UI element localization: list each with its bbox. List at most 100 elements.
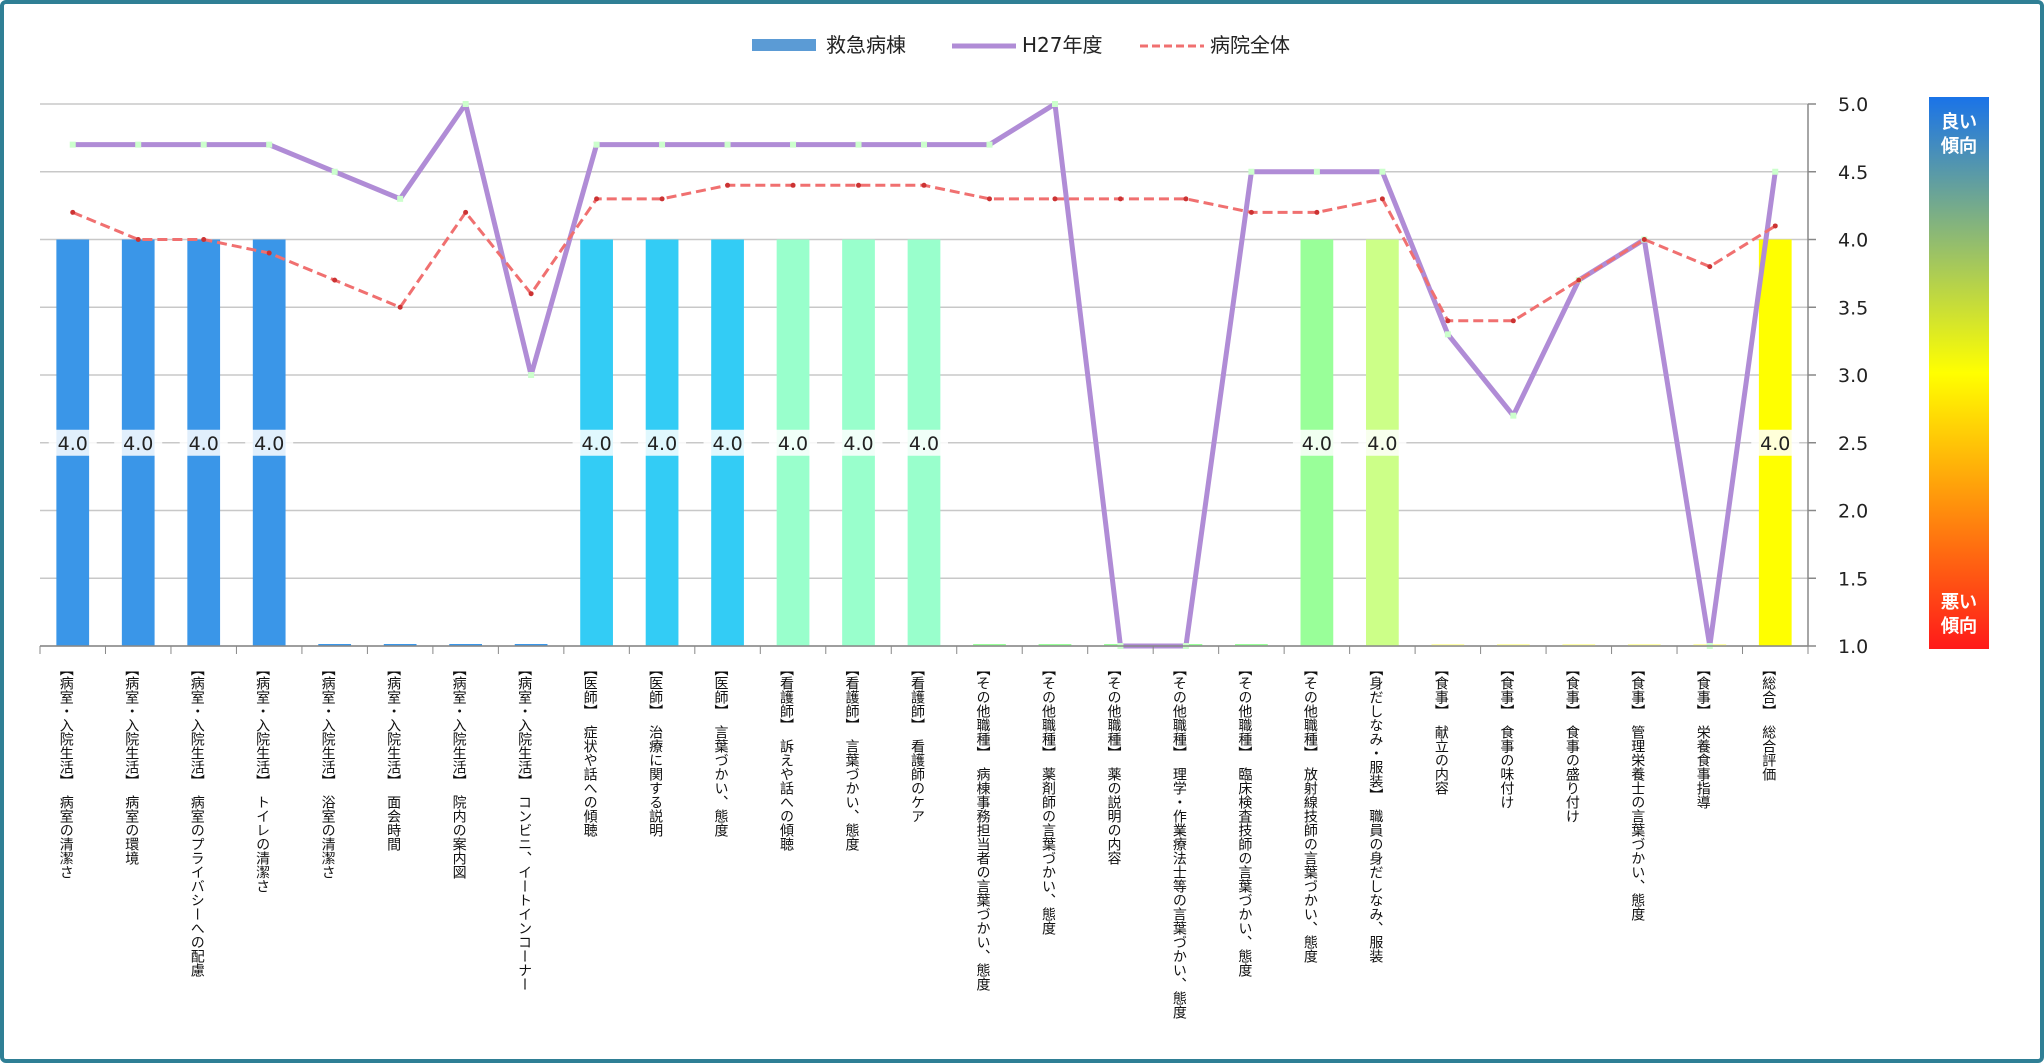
- legend-label-h27: H27年度: [1022, 33, 1103, 57]
- marker-hospital: [1641, 237, 1647, 242]
- marker-h27: [1379, 168, 1386, 175]
- marker-h27: [200, 141, 207, 148]
- y-tick-label: 5.0: [1838, 94, 1868, 116]
- marker-h27: [1444, 331, 1451, 338]
- bar-empty: [383, 644, 417, 646]
- marker-hospital: [921, 182, 927, 188]
- marker-h27: [1772, 168, 1779, 175]
- bar-empty: [1496, 644, 1530, 646]
- bar-label-bg: [1292, 429, 1341, 456]
- x-tick-label: 【その他職種】 臨床検査技師の言葉づかい、態度: [1236, 662, 1252, 977]
- bar-label: 4.0: [581, 433, 611, 455]
- marker-h27: [1051, 101, 1058, 107]
- marker-hospital: [1314, 209, 1320, 215]
- bar-label: 4.0: [843, 433, 873, 455]
- bar-empty: [1562, 644, 1596, 646]
- bar-label: 4.0: [1302, 433, 1332, 455]
- x-tick-label: 【看護師】 言葉づかい、態度: [844, 662, 860, 851]
- marker-h27: [593, 141, 600, 148]
- marker-hospital: [397, 304, 403, 310]
- y-tick-label: 2.0: [1838, 501, 1868, 523]
- marker-hospital: [1183, 196, 1189, 202]
- marker-hospital: [1445, 318, 1451, 324]
- y-tick-label: 1.0: [1838, 636, 1868, 658]
- series-lines: [69, 101, 1779, 649]
- marker-h27: [986, 141, 993, 148]
- scale-good-label-2: 傾向: [1940, 135, 1977, 157]
- marker-hospital: [1576, 277, 1582, 283]
- x-tick-label: 【総合】 総合評価: [1760, 662, 1776, 781]
- bar-label: 4.0: [778, 433, 808, 455]
- x-tick-label: 【その他職種】 薬剤師の言葉づかい、態度: [1040, 662, 1056, 935]
- marker-hospital: [266, 250, 272, 256]
- scale-bad-label-2: 傾向: [1940, 615, 1977, 637]
- x-tick-label: 【病室・入院生活】 面会時間: [385, 662, 401, 852]
- marker-h27: [659, 141, 666, 148]
- marker-hospital: [332, 277, 338, 283]
- marker-h27: [1248, 168, 1255, 175]
- marker-h27: [528, 372, 535, 378]
- x-tick-label: 【食事】 栄養食事指導: [1695, 662, 1711, 809]
- bar-label: 4.0: [58, 433, 88, 455]
- bar-label-bg: [572, 429, 621, 456]
- chart: 救急病棟 H27年度 病院全体 1.0 1.5 2.0 2.5 3.0 3.5 4.0 4.5…: [39, 33, 1989, 1019]
- x-tick-label: 【食事】 管理栄養士の言葉づかい、態度: [1629, 662, 1645, 921]
- marker-h27: [69, 141, 76, 148]
- x-tick-label: 【看護師】 訴えや話への傾聴: [778, 662, 794, 851]
- y-tick-label: 4.5: [1838, 162, 1868, 184]
- marker-hospital: [986, 196, 992, 202]
- marker-hospital: [1707, 264, 1713, 270]
- x-axis: 【病室・入院生活】 病室の清潔さ 【病室・入院生活】 病室の環境 【病室・入院生活】…: [39, 645, 1809, 1019]
- bar-label-bg: [703, 429, 752, 456]
- bar-labels: 4.0 4.0 4.0 4.0 4.0 4.0 4.0 4.0 4.0 4.0 4.0 4.0 4.0: [48, 429, 1800, 456]
- bar-label-bg: [769, 429, 818, 456]
- bar-label-bg: [1751, 429, 1800, 456]
- marker-hospital: [659, 196, 665, 202]
- x-tick-label: 【その他職種】 病棟事務担当者の言葉づかい、態度: [974, 662, 990, 991]
- x-tick-label: 【身だしなみ・服装】 職員の身だしなみ、服装: [1367, 662, 1383, 963]
- x-tick-label: 【病室・入院生活】 院内の案内図: [451, 662, 467, 879]
- y-tick-label: 2.5: [1838, 433, 1868, 455]
- bar-empty: [973, 644, 1006, 646]
- marker-hospital: [790, 182, 796, 188]
- marker-hospital: [725, 182, 731, 188]
- bar-empty: [514, 644, 548, 646]
- bar-label-bg: [114, 429, 163, 456]
- bar-label-bg: [179, 429, 228, 456]
- x-tick-label: 【病室・入院生活】 トイレの清潔さ: [254, 662, 270, 893]
- marker-h27: [790, 141, 797, 148]
- bar-label-bg: [900, 429, 948, 456]
- marker-hospital: [1510, 318, 1516, 324]
- legend-swatch-bar: [752, 39, 816, 51]
- x-tick-label: 【食事】 食事の盛り付け: [1564, 662, 1580, 823]
- marker-hospital: [594, 196, 600, 202]
- bar-label: 4.0: [909, 433, 939, 455]
- x-tick-label: 【医師】 症状や話への傾聴: [582, 662, 598, 837]
- marker-h27: [855, 141, 862, 148]
- y-axis: 1.0 1.5 2.0 2.5 3.0 3.5 4.0 4.5 5.0: [1807, 94, 1868, 658]
- x-tick-label: 【病室・入院生活】 病室の環境: [123, 662, 139, 866]
- marker-hospital: [70, 209, 76, 215]
- y-tick-label: 3.0: [1838, 365, 1868, 387]
- bar-label: 4.0: [647, 433, 677, 455]
- x-tick-label: 【食事】 食事の味付け: [1498, 662, 1514, 809]
- legend-label-hospital: 病院全体: [1210, 33, 1290, 57]
- bar-label: 4.0: [123, 433, 153, 455]
- x-tick-label: 【その他職種】 薬の説明の内容: [1105, 662, 1121, 865]
- marker-hospital: [201, 237, 207, 242]
- x-tick-label: 【その他職種】 放射線技師の言葉づかい、態度: [1302, 662, 1318, 963]
- bar-label-bg: [245, 429, 294, 456]
- legend-label-bar: 救急病棟: [826, 33, 906, 57]
- x-tick-label: 【病室・入院生活】 病室のプライバシーへの配慮: [189, 662, 205, 977]
- x-tick-label: 【病室・入院生活】 病室の清潔さ: [58, 662, 74, 879]
- bar-empty: [1431, 644, 1465, 646]
- marker-h27: [724, 141, 731, 148]
- marker-hospital: [1379, 196, 1385, 202]
- bar-label: 4.0: [254, 433, 284, 455]
- marker-h27: [462, 101, 469, 107]
- bar-empty: [1627, 644, 1661, 646]
- legend: 救急病棟 H27年度 病院全体: [752, 33, 1290, 57]
- marker-h27: [397, 195, 404, 202]
- scale-legend: 良い 傾向 悪い 傾向: [1929, 97, 1989, 649]
- bar-empty: [1235, 644, 1268, 646]
